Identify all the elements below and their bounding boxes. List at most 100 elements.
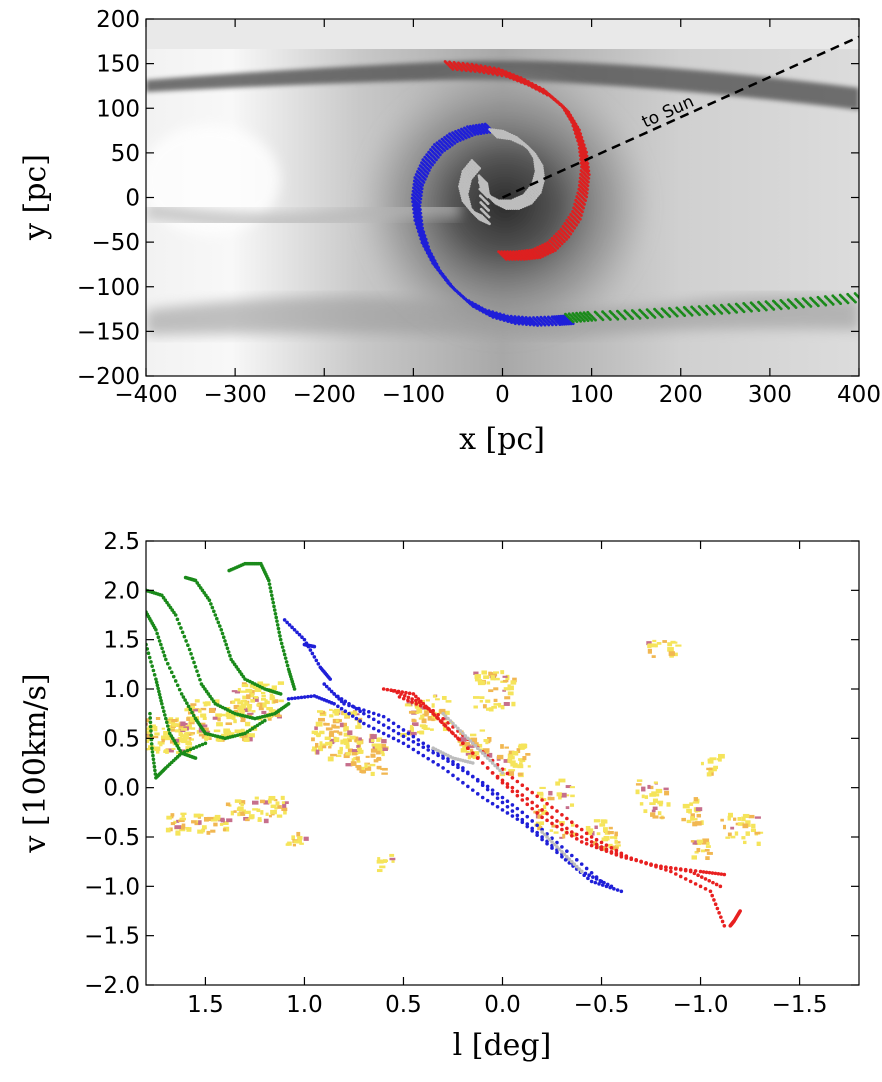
emission-speck [263, 800, 270, 805]
emission-speck [222, 828, 227, 832]
emission-speck [650, 785, 654, 790]
emission-speck [356, 740, 363, 745]
emission-speck [409, 725, 414, 730]
track-point [343, 699, 348, 704]
track-point [699, 875, 704, 879]
emission-speck [508, 769, 516, 772]
emission-speck [321, 745, 327, 749]
track-point [198, 677, 202, 682]
arm-point [491, 72, 495, 76]
track-point [182, 634, 187, 639]
emission-speck [334, 711, 340, 716]
track-point [540, 835, 544, 839]
emission-speck [189, 717, 194, 723]
emission-speck [651, 809, 656, 813]
emission-speck [344, 726, 349, 731]
emission-speck [194, 821, 201, 826]
emission-speck [181, 823, 186, 829]
emission-speck [748, 814, 755, 819]
track-point [480, 783, 485, 787]
track-point [399, 692, 403, 696]
emission-speck [720, 818, 724, 822]
emission-speck [593, 819, 601, 823]
emission-speck [174, 825, 181, 830]
top-panel: to Sun −400 −300 −200 −100 0 100 200 300 400 200… [18, 7, 881, 457]
arm-point [616, 317, 620, 321]
y-tick-label: −2.0 [84, 973, 140, 999]
track-point [160, 646, 164, 651]
track-point [505, 799, 510, 804]
track-point [696, 873, 700, 878]
track-point [354, 706, 359, 711]
emission-speck [356, 745, 360, 748]
emission-speck [509, 685, 514, 691]
emission-speck [274, 714, 282, 718]
emission-speck [248, 814, 255, 819]
emission-speck [322, 743, 328, 746]
arm-point [560, 242, 564, 246]
emission-speck [217, 717, 221, 722]
arm-point [585, 195, 589, 199]
track-point [446, 756, 450, 761]
emission-speck [672, 652, 678, 657]
arm-point [443, 149, 447, 152]
arm-point [500, 74, 504, 78]
track-point [371, 726, 376, 731]
track-point [401, 741, 406, 746]
emission-speck [737, 822, 745, 826]
track-point [285, 620, 289, 625]
emission-speck [259, 799, 265, 804]
emission-speck [197, 829, 204, 834]
track-point [461, 766, 465, 770]
emission-speck [318, 746, 324, 752]
emission-speck [174, 742, 181, 746]
track-point [703, 887, 708, 891]
track-point [189, 652, 193, 656]
y-tick-label: 0.5 [103, 726, 140, 752]
x-tick-label: 200 [659, 382, 703, 408]
emission-speck [315, 742, 319, 748]
emission-speck [516, 748, 521, 754]
track-point [722, 872, 727, 877]
emission-speck [292, 843, 297, 847]
emission-speck [347, 748, 353, 753]
track-point [226, 650, 231, 654]
track-point [530, 826, 535, 831]
track-point [525, 814, 530, 819]
emission-speck [700, 761, 704, 766]
emission-speck [203, 816, 209, 822]
emission-speck [370, 771, 375, 777]
track-point [391, 736, 396, 741]
emission-speck [169, 740, 175, 744]
emission-speck [635, 789, 640, 795]
emission-speck [504, 746, 509, 749]
y-tick-label: −1.0 [84, 874, 140, 900]
arm-point [507, 207, 510, 210]
emission-speck [479, 699, 483, 703]
track-point [683, 877, 688, 881]
track-point [165, 661, 170, 666]
emission-speck [503, 687, 511, 691]
emission-speck [333, 737, 340, 743]
emission-speck [488, 707, 494, 712]
track-point [179, 626, 183, 630]
emission-speck [706, 767, 713, 771]
emission-speck [410, 731, 417, 736]
emission-speck [210, 829, 216, 833]
track-point [427, 707, 431, 711]
track-point [720, 919, 725, 924]
emission-speck [188, 705, 195, 710]
track-point [555, 845, 559, 849]
emission-speck [466, 750, 470, 753]
track-point [525, 787, 530, 791]
track-point [406, 744, 411, 749]
arm-point [425, 175, 429, 178]
emission-speck [206, 830, 211, 835]
emission-speck [282, 803, 287, 808]
track-point [358, 709, 362, 713]
track-point [639, 860, 643, 864]
emission-speck [614, 831, 618, 837]
track-point [173, 679, 178, 683]
track-point [217, 624, 222, 628]
track-point [451, 759, 455, 764]
